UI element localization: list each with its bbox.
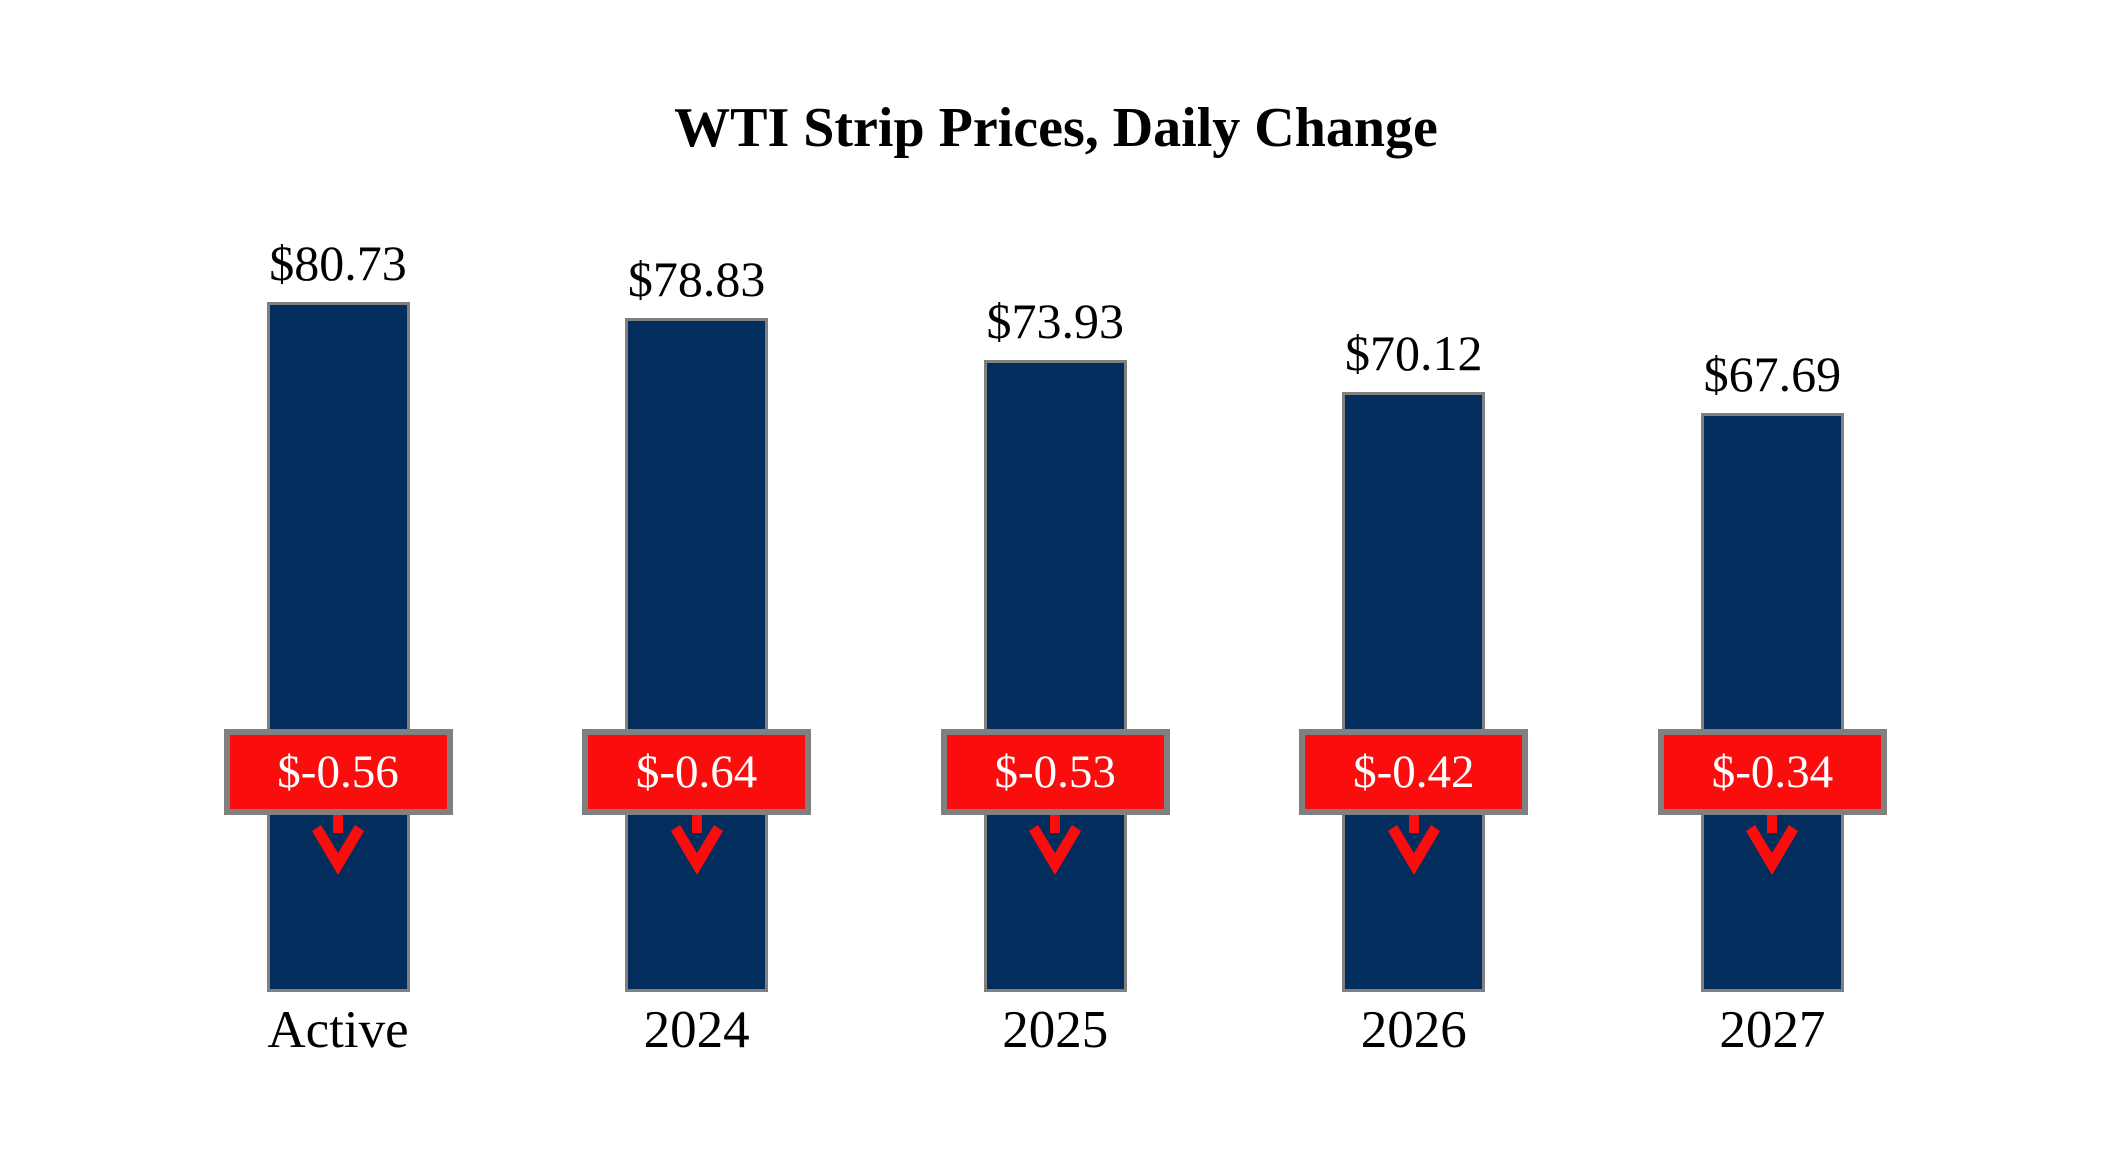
price-bar	[983, 359, 1127, 992]
daily-change-box: $-0.56	[223, 729, 453, 815]
bar-value-label: $78.83	[627, 251, 766, 307]
daily-change-box: $-0.34	[1657, 729, 1887, 815]
bar-value-label: $70.12	[1345, 325, 1483, 382]
down-arrow-icon	[1385, 815, 1443, 877]
bar-value-label: $73.93	[986, 292, 1124, 349]
category-label: 2024	[643, 1001, 750, 1059]
price-bar	[1700, 413, 1844, 992]
bar-value-label: $67.69	[1703, 346, 1842, 403]
category-label: Active	[267, 1001, 409, 1059]
price-bar	[625, 318, 769, 992]
daily-change-box: $-0.53	[940, 729, 1170, 815]
down-arrow-icon	[1743, 815, 1801, 877]
down-arrow-icon	[668, 815, 726, 877]
down-arrow-icon	[1026, 815, 1084, 877]
daily-change-box: $-0.42	[1299, 729, 1529, 815]
price-bar	[266, 301, 410, 992]
category-label: 2026	[1360, 1001, 1467, 1059]
down-arrow-icon	[309, 815, 367, 877]
category-label: 2027	[1719, 1001, 1826, 1059]
bar-value-label: $80.73	[269, 234, 407, 291]
category-label: 2025	[1002, 1001, 1109, 1059]
chart-title: WTI Strip Prices, Daily Change	[674, 97, 1438, 159]
price-bar	[1342, 392, 1486, 992]
daily-change-box: $-0.64	[582, 729, 812, 815]
